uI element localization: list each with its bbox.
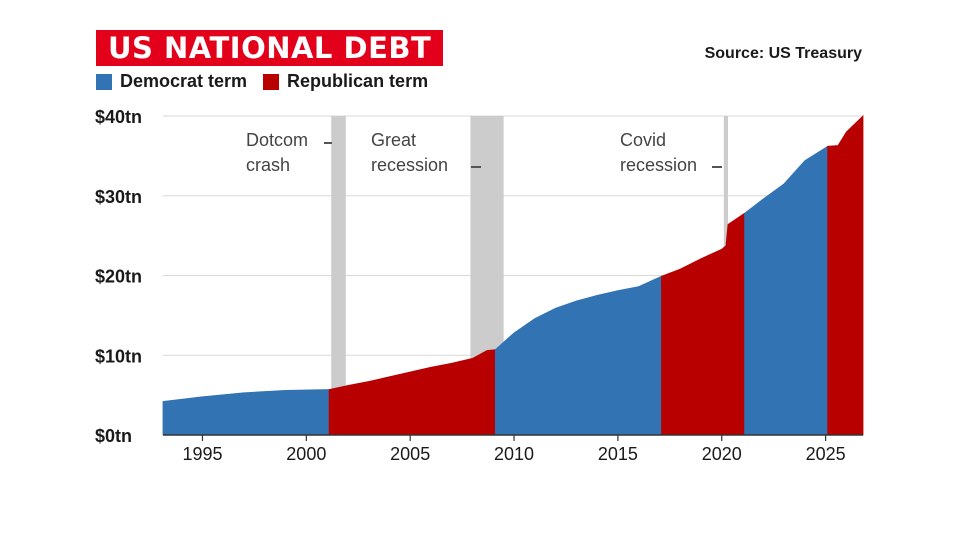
x-tick-label-1: 2000 xyxy=(286,444,326,464)
y-tick-label-1: $10tn xyxy=(95,346,142,366)
chart-title: US NATIONAL DEBT xyxy=(96,30,444,66)
y-tick-label-0: $0tn xyxy=(95,426,132,446)
recession-label-2-line-1: Covid xyxy=(620,130,666,150)
legend-item-republican: Republican term xyxy=(263,71,428,92)
x-tick-label-0: 1995 xyxy=(182,444,222,464)
x-tick-label-2: 2005 xyxy=(390,444,430,464)
x-tick-label-4: 2015 xyxy=(598,444,638,464)
recession-label-2-line-2: recession xyxy=(620,155,697,175)
y-tick-label-4: $40tn xyxy=(95,107,142,127)
area-segment-republican-5 xyxy=(827,115,864,436)
area-segment-democrat-0 xyxy=(162,389,330,436)
source-note: Source: US Treasury xyxy=(704,45,862,62)
x-tick-label-3: 2010 xyxy=(494,444,534,464)
legend-swatch-democrat xyxy=(96,73,112,90)
chart-legend: Democrat term Republican term xyxy=(96,71,444,92)
recession-band-0 xyxy=(331,116,346,435)
recession-label-0-line-2: crash xyxy=(246,155,290,175)
area-segment-republican-3 xyxy=(661,212,746,436)
legend-item-democrat: Democrat term xyxy=(96,71,247,92)
x-tick-label-5: 2020 xyxy=(702,444,742,464)
recession-label-1-line-2: recession xyxy=(371,155,448,175)
area-segment-democrat-2 xyxy=(494,275,662,436)
area-segment-republican-1 xyxy=(328,349,496,436)
x-tick-label-6: 2025 xyxy=(806,444,846,464)
y-tick-label-2: $20tn xyxy=(95,267,142,287)
legend-swatch-republican xyxy=(263,73,280,90)
legend-label-democrat: Democrat term xyxy=(120,71,248,91)
recession-label-1-line-1: Great xyxy=(371,130,416,150)
legend-label-republican: Republican term xyxy=(287,71,429,91)
y-tick-label-3: $30tn xyxy=(95,187,142,207)
area-segment-democrat-4 xyxy=(744,145,829,436)
recession-label-0-line-1: Dotcom xyxy=(246,130,308,150)
